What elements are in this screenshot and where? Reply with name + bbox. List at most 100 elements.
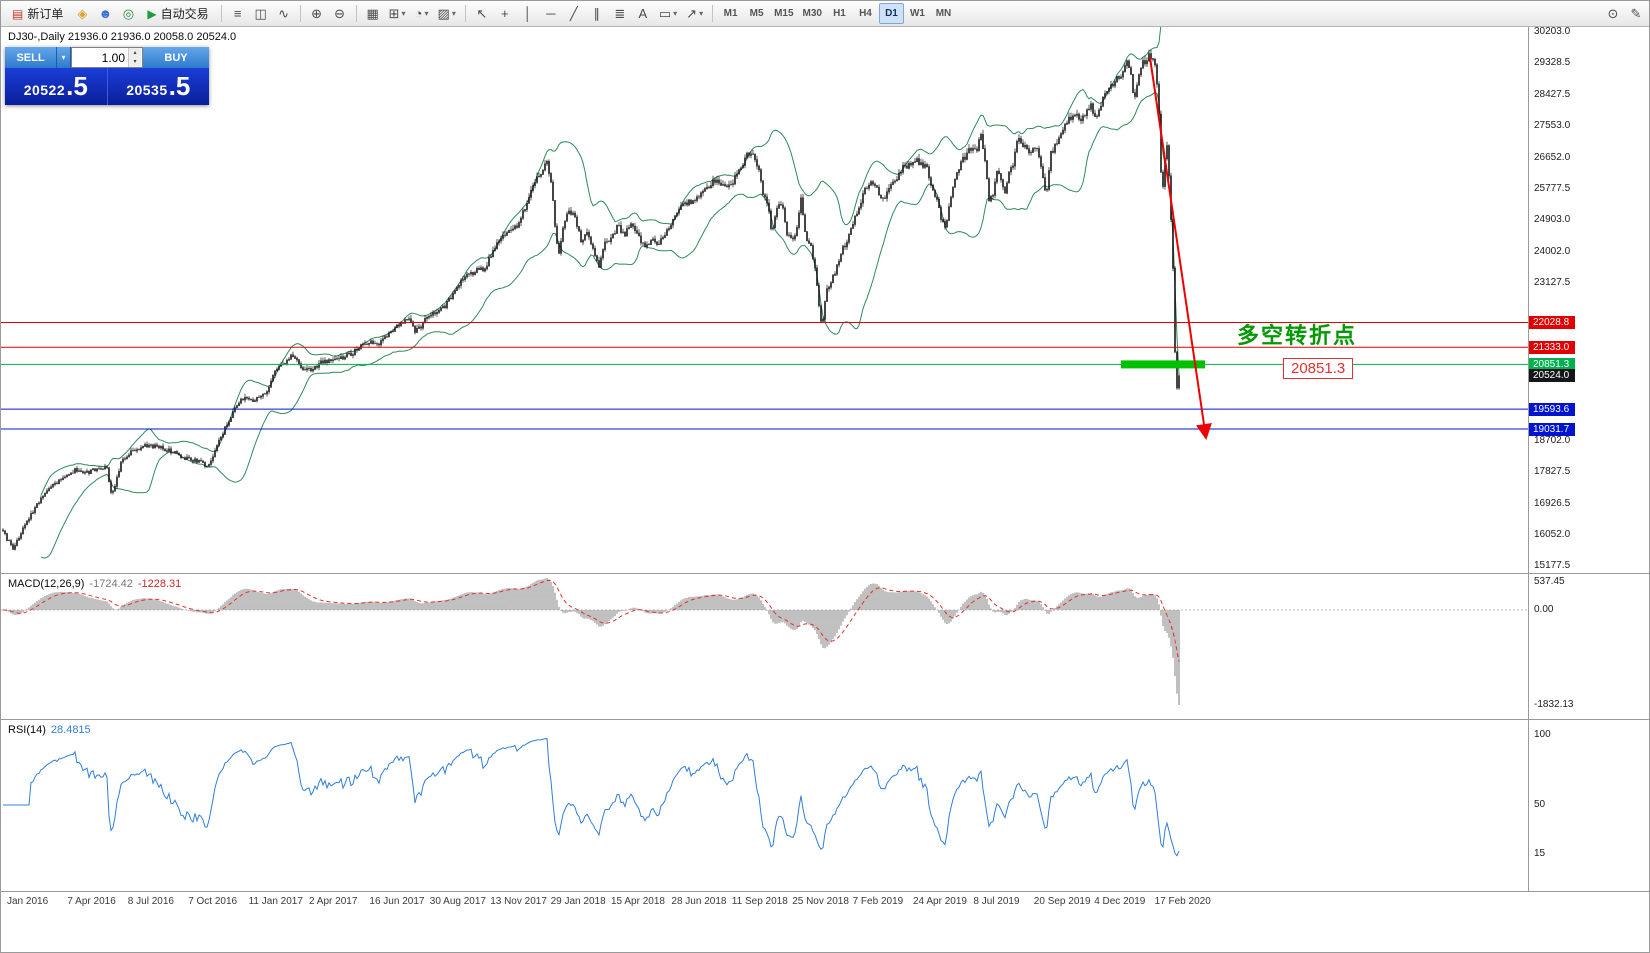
templates-button[interactable]: ▨ ▾ (434, 3, 460, 24)
tf-d1-button[interactable]: D1 (878, 3, 904, 24)
buy-price-main: 20535 (126, 82, 168, 98)
cursor-button[interactable]: ↖ (471, 3, 493, 24)
quick-edit-icon: ✎ (1630, 6, 1642, 21)
lot-step-down-icon[interactable]: ▾ (129, 57, 141, 67)
new-order-button[interactable]: ▤ 新订单 (5, 3, 70, 24)
time-tick-label: 8 Jul 2016 (127, 896, 174, 907)
autotrading-button[interactable]: ▶ 自动交易 (140, 3, 215, 24)
arrows-button[interactable]: ↗ ▾ (682, 3, 707, 24)
tf-h4-button[interactable]: H4 (853, 3, 878, 24)
price-callout-label[interactable]: 20851.3 (1283, 358, 1354, 380)
downtrend-arrow[interactable] (1149, 57, 1212, 440)
tf-h1-button[interactable]: H1 (827, 3, 852, 24)
community-icon-icon: ☻ (98, 6, 113, 21)
sell-price-main: 20522 (23, 82, 66, 98)
time-tick-label: 4 Dec 2019 (1094, 896, 1146, 907)
time-tick-label: 8 Jul 2019 (973, 896, 1020, 907)
zoom-in-button[interactable]: ⊕ (306, 3, 328, 24)
main-chart-canvas[interactable] (1, 27, 1528, 573)
macd-signal-value: -1228.31 (137, 578, 182, 590)
periods-button[interactable]: ◔ ▾ (411, 3, 433, 24)
shapes-button-caret-icon[interactable]: ▾ (673, 9, 678, 18)
price-tick-label: 24903.0 (1534, 214, 1571, 226)
price-tick-label: 23127.5 (1534, 277, 1571, 289)
macd-canvas[interactable] (1, 574, 1528, 720)
tf-w1-button-label: W1 (909, 8, 925, 19)
order-options-caret-icon[interactable]: ▾ (57, 47, 71, 68)
time-tick-label: 7 Oct 2016 (188, 896, 238, 907)
price-tick-label: 30203.0 (1534, 26, 1571, 37)
chart-ohlc-line: DJ30-,Daily 21936.0 21936.0 20058.0 2052… (8, 31, 237, 43)
time-tick-label: 11 Jan 2017 (248, 896, 303, 907)
turning-point-annotation[interactable]: 多空转折点 (1237, 323, 1358, 349)
line-chart-button[interactable]: ∿ (273, 3, 295, 24)
tf-m30-button[interactable]: M30 (799, 3, 826, 24)
tile-windows-button[interactable]: ▦ (362, 3, 384, 24)
support-highlight-bar[interactable] (1121, 360, 1205, 369)
shapes-button[interactable]: ▭ ▾ (655, 3, 681, 24)
lot-step-up-icon[interactable]: ▴ (129, 48, 141, 58)
macd-tick-label: 0.00 (1534, 604, 1554, 615)
time-axis[interactable]: Jan 2016 7 Apr 2016 8 Jul 2016 7 Oct 2016 11… (1, 891, 1649, 913)
price-tick-label: 18702.0 (1534, 434, 1571, 446)
macd-axis[interactable]: 537.45 0.00 -1832.13 (1528, 574, 1649, 719)
templates-button-caret-icon[interactable]: ▾ (451, 9, 456, 18)
sounds-icon-button[interactable]: ◎ (117, 3, 139, 24)
rsi-axis[interactable]: 100 50 15 (1528, 720, 1649, 891)
arrows-icon: ↗ (686, 6, 698, 21)
candlestick-chart-button[interactable]: ◫ (250, 3, 272, 24)
buy-button[interactable]: BUY (143, 47, 209, 68)
tf-m1-button[interactable]: M1 (718, 3, 743, 24)
price-tick-label: 29328.5 (1534, 57, 1571, 69)
horizontal-line-button[interactable]: ─ (540, 3, 562, 24)
tf-m15-button[interactable]: M15 (770, 3, 797, 24)
candle-bodies (2, 53, 1180, 550)
channel-button[interactable]: ∥ (586, 3, 608, 24)
tf-mn-button-label: MN (935, 8, 952, 19)
new-order-button-label: 新订单 (27, 7, 64, 21)
tf-m5-button-label: M5 (749, 8, 764, 19)
tf-h1-button-label: H1 (833, 8, 846, 19)
lot-stepper[interactable]: ▴ ▾ (128, 48, 141, 67)
price-axis[interactable]: 30203.0 29328.5 28427.5 27553.0 26652.0 25777… (1528, 26, 1649, 573)
bar-chart-button[interactable]: ≡ (227, 3, 249, 24)
community-icon-button[interactable]: ☻ (94, 3, 116, 24)
zoom-out-button[interactable]: ⊖ (329, 3, 351, 24)
text-button[interactable]: A (632, 3, 654, 24)
arrows-button-caret-icon[interactable]: ▾ (699, 9, 704, 18)
rsi-line (3, 738, 1180, 857)
time-tick-label: 15 Apr 2018 (611, 896, 665, 907)
time-tick-label: 25 Nov 2018 (792, 896, 849, 907)
search-button[interactable]: ⊙ (1602, 3, 1624, 24)
price-tick-label: 15177.5 (1534, 560, 1571, 571)
tf-m5-button[interactable]: M5 (744, 3, 769, 24)
toolbar: ▤ 新订单 ◈ ☻ ◎ ▶ 自动交易 ≡ ◫ ∿ ⊕ ⊖ ▦ ⊞ ▾ ◔ ▾ ▨ ▾ ↖ + │ ─ ╱ ∥ ≣ A ▭ ▾ ↗ ▾ M1 M5… (1, 1, 1649, 27)
lot-size-input[interactable] (72, 48, 128, 67)
price-line-badge: 19031.7 (1529, 422, 1575, 436)
trendline-button[interactable]: ╱ (563, 3, 585, 24)
macd-pane: MACD(12,26,9) -1724.42 -1228.31 537.45 0.00… (1, 573, 1649, 720)
indicators-button[interactable]: ⊞ ▾ (385, 3, 410, 24)
price-tick-label: 25777.5 (1534, 183, 1571, 195)
indicators-button-caret-icon[interactable]: ▾ (401, 9, 406, 18)
vertical-line-button[interactable]: │ (517, 3, 539, 24)
tf-w1-button[interactable]: W1 (905, 3, 930, 24)
fibonacci-button[interactable]: ≣ (609, 3, 631, 24)
periods-button-caret-icon[interactable]: ▾ (424, 9, 429, 18)
toolbar-separator (712, 5, 714, 22)
buy-price[interactable]: 20535.5 (108, 68, 210, 105)
channel-icon: ∥ (593, 6, 601, 21)
crosshair-button[interactable]: + (494, 3, 516, 24)
price-tick-label: 24002.0 (1534, 246, 1571, 258)
bar-chart-icon: ≡ (233, 6, 242, 21)
candlestick-chart-icon: ◫ (254, 6, 267, 21)
quick-edit-button[interactable]: ✎ (1625, 3, 1647, 24)
trendline-icon: ╱ (569, 6, 578, 21)
sell-price[interactable]: 20522.5 (5, 68, 108, 105)
rsi-canvas[interactable] (1, 720, 1528, 892)
tf-mn-button[interactable]: MN (931, 3, 956, 24)
sell-button[interactable]: SELL (5, 47, 57, 68)
price-line-badge: 20524.0 (1529, 369, 1575, 383)
layouts-icon-button[interactable]: ◈ (71, 3, 93, 24)
